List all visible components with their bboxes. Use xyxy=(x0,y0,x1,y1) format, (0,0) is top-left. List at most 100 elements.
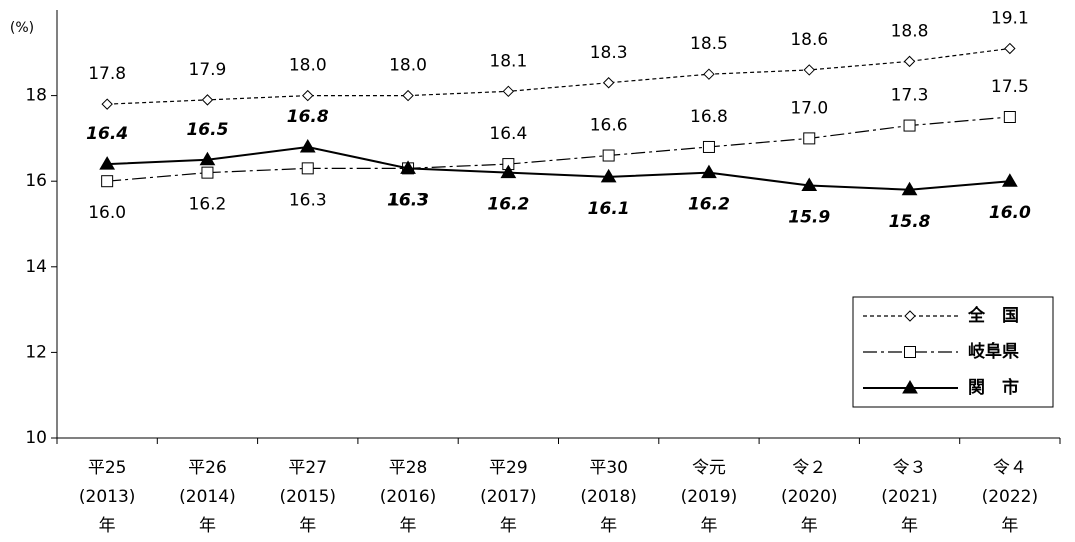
data-label: 16.3 xyxy=(389,190,427,210)
data-label: 16.6 xyxy=(590,116,628,136)
x-tick-label: 平28 xyxy=(389,458,428,478)
y-tick-label: 18 xyxy=(25,86,47,106)
data-label: 18.0 xyxy=(289,56,327,76)
data-label: 16.4 xyxy=(86,124,128,144)
point-marker xyxy=(1003,111,1016,123)
data-label: 15.8 xyxy=(889,212,931,232)
x-tick-label: 年 xyxy=(700,516,717,536)
point-marker xyxy=(602,77,615,89)
data-label: 19.1 xyxy=(991,9,1029,29)
data-label: 16.2 xyxy=(189,195,227,215)
x-tick-label: 年 xyxy=(400,516,417,536)
data-label: 18.0 xyxy=(389,56,427,76)
x-tick-label: 年 xyxy=(600,516,617,536)
x-tick-label: (2022) xyxy=(982,487,1039,507)
data-label: 15.9 xyxy=(788,207,830,227)
y-tick-label: 10 xyxy=(25,428,47,448)
x-tick-label: 年 xyxy=(901,516,918,536)
data-label: 17.3 xyxy=(891,86,929,106)
point-marker xyxy=(299,138,316,153)
point-marker xyxy=(600,168,617,183)
x-tick-label: 平27 xyxy=(288,458,327,478)
data-label: 16.1 xyxy=(588,199,630,219)
y-tick-label: 12 xyxy=(25,342,47,362)
data-label: 16.2 xyxy=(487,195,529,215)
x-tick-label: (2015) xyxy=(279,487,336,507)
legend-label: 岐阜県 xyxy=(968,341,1019,362)
y-tick-label: 16 xyxy=(25,171,47,191)
data-label: 16.3 xyxy=(387,190,429,210)
point-marker xyxy=(801,177,818,191)
data-label: 16.4 xyxy=(489,124,527,144)
data-label: 17.8 xyxy=(88,64,126,84)
point-marker xyxy=(703,68,715,80)
x-tick-label: (2017) xyxy=(480,487,537,507)
data-label: 16.0 xyxy=(989,203,1031,223)
y-tick-label: 14 xyxy=(25,257,47,277)
data-label: 16.5 xyxy=(186,120,228,140)
data-label: 17.9 xyxy=(189,60,227,80)
point-marker xyxy=(702,140,715,153)
data-label: 18.3 xyxy=(590,43,628,63)
point-marker xyxy=(199,151,216,166)
legend-label: 全 国 xyxy=(967,305,1019,326)
x-tick-label: 年 xyxy=(1001,516,1018,536)
point-marker xyxy=(902,380,918,394)
x-tick-label: 年 xyxy=(99,516,116,536)
data-label: 16.2 xyxy=(688,195,730,215)
series-line xyxy=(107,145,1010,191)
point-marker xyxy=(201,94,214,106)
y-axis-label: (%) xyxy=(10,20,34,36)
point-marker xyxy=(1004,42,1016,55)
point-marker xyxy=(301,162,314,175)
point-marker xyxy=(500,164,517,179)
x-tick-label: (2018) xyxy=(580,487,637,507)
x-tick-label: 年 xyxy=(299,516,316,536)
point-marker xyxy=(903,55,916,68)
point-marker xyxy=(101,175,114,188)
point-marker xyxy=(803,132,816,145)
point-marker xyxy=(1001,173,1018,187)
data-label: 16.0 xyxy=(88,203,126,223)
data-label: 16.8 xyxy=(287,107,329,127)
point-marker xyxy=(602,149,615,162)
x-tick-label: (2014) xyxy=(179,487,236,507)
x-tick-label: 平25 xyxy=(88,458,127,478)
x-tick-label: 令３ xyxy=(893,458,927,478)
point-marker xyxy=(701,164,717,179)
data-label: 18.6 xyxy=(790,30,828,50)
x-tick-label: 年 xyxy=(199,516,216,536)
series-line xyxy=(107,116,1010,182)
x-tick-label: (2016) xyxy=(380,487,437,507)
data-label: 18.5 xyxy=(690,34,728,54)
data-label: 17.5 xyxy=(991,77,1029,97)
point-marker xyxy=(901,181,918,196)
data-label: 18.8 xyxy=(891,21,929,41)
x-tick-label: 年 xyxy=(500,516,517,536)
point-marker xyxy=(803,64,815,76)
point-marker xyxy=(400,160,416,174)
point-marker xyxy=(402,89,414,102)
point-marker xyxy=(101,98,113,110)
point-marker xyxy=(99,156,116,170)
series-line xyxy=(107,47,1010,105)
x-tick-label: (2019) xyxy=(681,487,738,507)
x-tick-label: 年 xyxy=(801,516,818,536)
x-tick-label: 令２ xyxy=(792,458,826,478)
x-tick-label: 平29 xyxy=(489,458,528,478)
data-label: 18.1 xyxy=(489,51,527,71)
x-tick-label: (2013) xyxy=(79,487,136,507)
point-marker xyxy=(201,166,214,179)
legend-label: 関 市 xyxy=(968,377,1019,398)
x-tick-label: (2020) xyxy=(781,487,838,507)
data-label: 16.3 xyxy=(289,190,327,210)
data-label: 17.0 xyxy=(790,98,828,118)
point-marker xyxy=(904,310,916,322)
x-tick-label: 令４ xyxy=(993,458,1027,478)
point-marker xyxy=(904,346,916,358)
x-tick-label: (2021) xyxy=(881,487,938,507)
point-marker xyxy=(302,89,314,102)
point-marker xyxy=(502,85,515,98)
x-tick-label: 令元 xyxy=(692,458,726,478)
